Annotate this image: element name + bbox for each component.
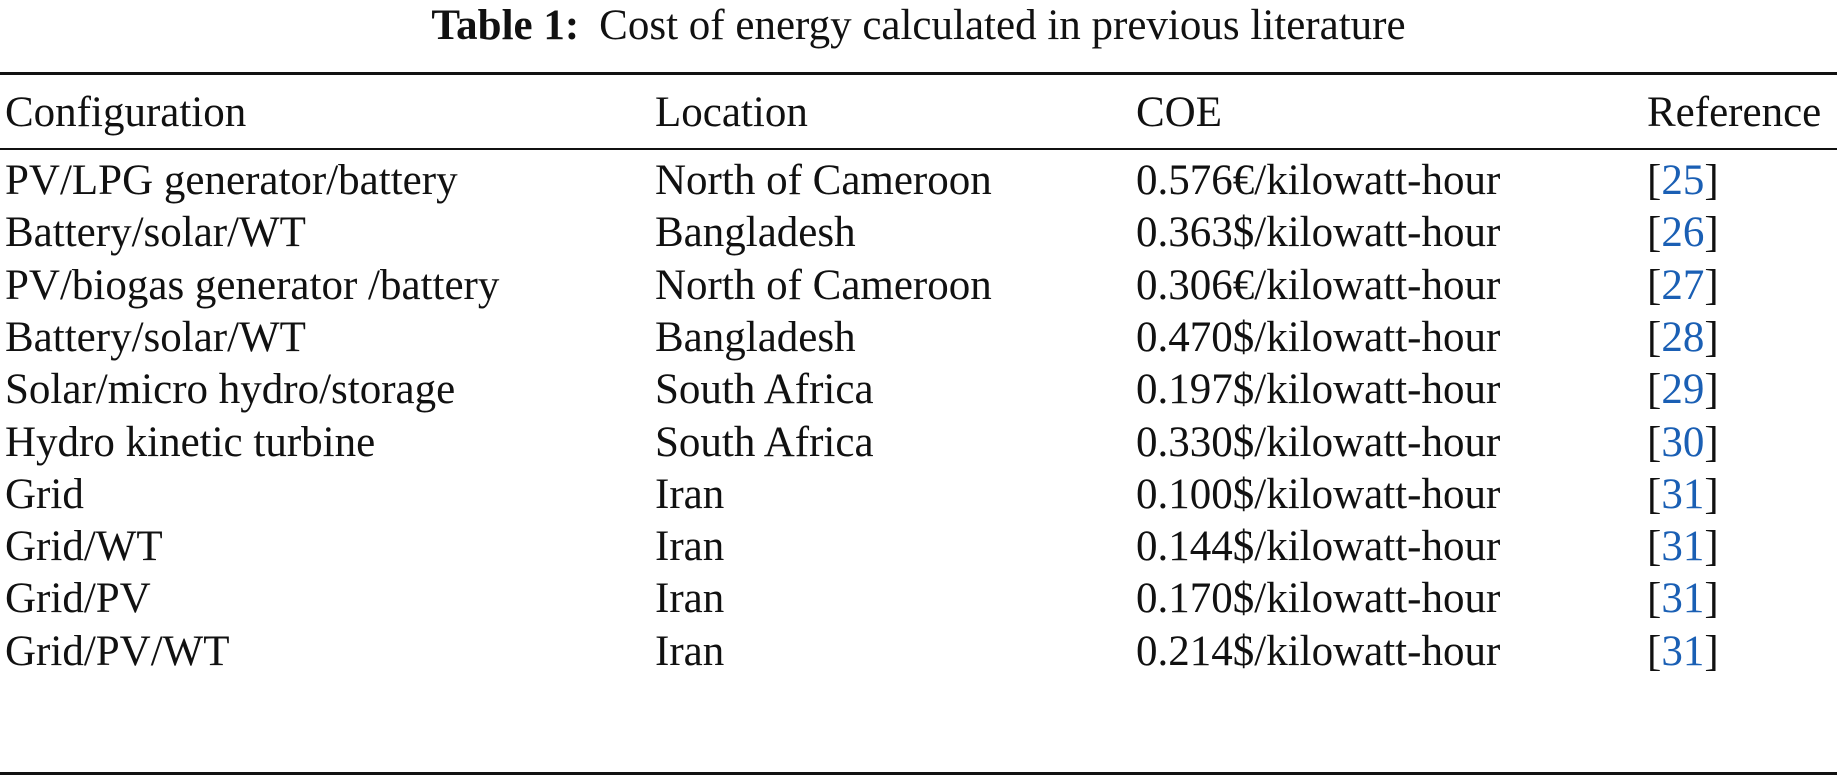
reference-bracket-close: ] [1704,418,1719,466]
reference-bracket-close: ] [1704,366,1719,414]
cell-reference: [27] [1647,260,1719,312]
reference-bracket-open: [ [1647,157,1662,204]
cell-configuration: Grid [5,470,84,518]
header-reference: Reference [1647,89,1822,136]
table-row: Hydro kinetic turbine South Africa 0.330$/… [0,417,1837,469]
reference-bracket-open: [ [1647,627,1662,675]
cell-configuration: PV/biogas generator /battery [5,261,500,309]
reference-link[interactable]: 25 [1661,157,1705,204]
cell-configuration: PV/LPG generator/battery [5,157,458,204]
table-row: Solar/micro hydro/storage South Africa 0.1… [0,364,1837,416]
table-caption-text: Cost of energy calculated in previous li… [599,2,1406,49]
table-row: Battery/solar/WT Bangladesh 0.363$/kilowat… [0,207,1837,259]
table-row: Grid/PV/WT Iran 0.214$/kilowatt-hour [31] [0,626,1837,678]
cell-configuration: Battery/solar/WT [5,209,306,257]
reference-bracket-close: ] [1704,523,1719,571]
reference-link[interactable]: 28 [1661,313,1705,361]
cell-reference: [31] [1647,469,1719,521]
reference-link[interactable]: 29 [1661,366,1705,414]
table-caption: Table 1: Cost of energy calculated in pre… [0,0,1837,52]
reference-bracket-close: ] [1704,157,1719,204]
table-header-row: Configuration Location COE Reference [0,82,1837,144]
reference-bracket-open: [ [1647,313,1662,361]
cell-coe: 0.197$/kilowatt-hour [1136,366,1501,414]
cell-coe: 0.306€/kilowatt-hour [1136,261,1501,309]
reference-bracket-close: ] [1704,209,1719,257]
cell-reference: [31] [1647,626,1719,678]
header-location: Location [655,89,808,136]
cell-coe: 0.363$/kilowatt-hour [1136,209,1501,257]
table-header-rule [0,148,1837,150]
cell-configuration: Grid/WT [5,523,163,571]
cell-configuration: Solar/micro hydro/storage [5,366,456,414]
cell-coe: 0.576€/kilowatt-hour [1136,157,1501,204]
cell-reference: [31] [1647,573,1719,625]
cell-reference: [29] [1647,364,1719,416]
reference-link[interactable]: 31 [1661,627,1705,675]
cell-location: South Africa [655,418,874,466]
cell-reference: [30] [1647,417,1719,469]
reference-bracket-open: [ [1647,575,1662,623]
reference-link[interactable]: 31 [1661,575,1705,623]
reference-bracket-close: ] [1704,261,1719,309]
cell-location: Iran [655,575,725,623]
cell-coe: 0.170$/kilowatt-hour [1136,575,1501,623]
cell-location: Bangladesh [655,313,856,361]
reference-bracket-open: [ [1647,418,1662,466]
reference-bracket-open: [ [1647,523,1662,571]
table-row: PV/LPG generator/battery North of Cameroo… [0,155,1837,207]
reference-bracket-open: [ [1647,261,1662,309]
cell-configuration: Battery/solar/WT [5,313,306,361]
table-row: Battery/solar/WT Bangladesh 0.470$/kilowat… [0,312,1837,364]
cell-coe: 0.214$/kilowatt-hour [1136,627,1501,675]
reference-link[interactable]: 27 [1661,261,1705,309]
cell-reference: [31] [1647,521,1719,573]
reference-bracket-close: ] [1704,313,1719,361]
cell-configuration: Grid/PV/WT [5,627,230,675]
reference-bracket-close: ] [1704,627,1719,675]
reference-bracket-open: [ [1647,366,1662,414]
table-top-rule [0,72,1837,75]
table-row: Grid/PV Iran 0.170$/kilowatt-hour [31] [0,573,1837,625]
cell-coe: 0.330$/kilowatt-hour [1136,418,1501,466]
table-caption-label: Table 1: [431,2,580,49]
reference-link[interactable]: 31 [1661,470,1705,518]
cell-location: Bangladesh [655,209,856,257]
cell-location: Iran [655,627,725,675]
cell-location: North of Cameroon [655,261,992,309]
cell-coe: 0.144$/kilowatt-hour [1136,523,1501,571]
table-row: Grid Iran 0.100$/kilowatt-hour [31] [0,469,1837,521]
reference-link[interactable]: 30 [1661,418,1705,466]
cell-reference: [25] [1647,155,1719,207]
reference-bracket-open: [ [1647,470,1662,518]
reference-link[interactable]: 26 [1661,209,1705,257]
cell-configuration: Hydro kinetic turbine [5,418,376,466]
reference-bracket-open: [ [1647,209,1662,257]
cell-location: South Africa [655,366,874,414]
header-configuration: Configuration [5,89,247,136]
cell-location: North of Cameroon [655,157,992,204]
cell-location: Iran [655,470,725,518]
cell-configuration: Grid/PV [5,575,151,623]
table-bottom-rule [0,772,1837,775]
cell-coe: 0.100$/kilowatt-hour [1136,470,1501,518]
cell-reference: [28] [1647,312,1719,364]
table-row: Grid/WT Iran 0.144$/kilowatt-hour [31] [0,521,1837,573]
reference-bracket-close: ] [1704,575,1719,623]
reference-link[interactable]: 31 [1661,523,1705,571]
cell-location: Iran [655,523,725,571]
reference-bracket-close: ] [1704,470,1719,518]
table-row: PV/biogas generator /battery North of Cam… [0,260,1837,312]
cell-reference: [26] [1647,207,1719,259]
cell-coe: 0.470$/kilowatt-hour [1136,313,1501,361]
header-coe: COE [1136,89,1222,136]
